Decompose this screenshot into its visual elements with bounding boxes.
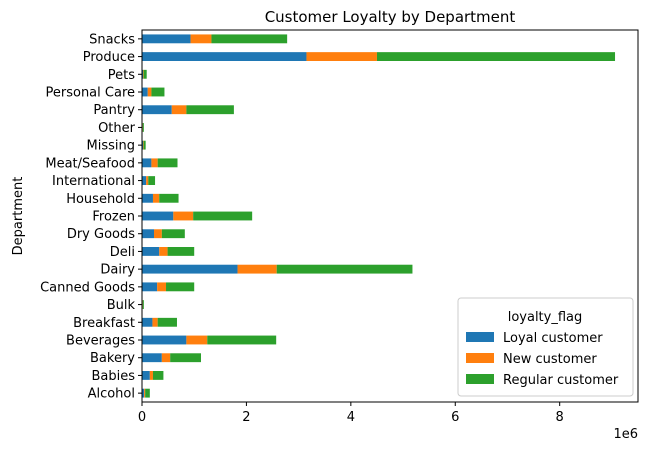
bar-produce-new-customer [306, 52, 376, 61]
bar-deli-loyal-customer [142, 247, 159, 256]
bar-bakery-new-customer [162, 353, 170, 362]
x-tick-label: 8 [556, 410, 564, 425]
y-ticks: Alcohol Babies Bakery Beverages Breakfast Bul… [40, 32, 142, 401]
bar-bakery-loyal-customer [142, 353, 162, 362]
legend-label-new-customer: New customer [503, 352, 597, 367]
bar-pantry-regular-customer [186, 105, 234, 114]
bar-beverages-loyal-customer [142, 336, 186, 345]
bar-beverages-new-customer [186, 336, 207, 345]
bar-produce-loyal-customer [142, 52, 306, 61]
x-ticks: 0 2 4 6 8 [138, 402, 564, 425]
bar-dry-goods-loyal-customer [142, 229, 154, 238]
y-tick-label-alcohol: Alcohol [88, 387, 135, 402]
x-scale-label: 1e6 [613, 427, 638, 442]
legend-label-loyal-customer: Loyal customer [503, 331, 603, 346]
bar-missing-regular-customer [144, 141, 146, 150]
legend-label-regular-customer: Regular customer [503, 373, 619, 388]
bar-snacks-regular-customer [211, 34, 287, 43]
bar-dry-goods-regular-customer [162, 229, 185, 238]
bar-pets-new-customer [143, 70, 144, 79]
x-tick-label: 4 [347, 410, 355, 425]
y-tick-label-dairy: Dairy [100, 263, 135, 278]
bar-breakfast-regular-customer [158, 318, 177, 327]
bar-alcohol-new-customer [144, 389, 145, 398]
bar-international-regular-customer [148, 176, 155, 185]
y-tick-label-produce: Produce [83, 50, 135, 65]
y-tick-label-canned-goods: Canned Goods [40, 280, 135, 295]
bar-bakery-regular-customer [170, 353, 201, 362]
bar-meat-seafood-new-customer [151, 158, 157, 167]
y-tick-label-bakery: Bakery [90, 351, 135, 366]
legend-swatch-regular-customer [466, 374, 494, 384]
bar-breakfast-new-customer [152, 318, 157, 327]
bar-pets-regular-customer [144, 70, 147, 79]
bar-babies-loyal-customer [142, 371, 150, 380]
y-tick-label-pets: Pets [108, 68, 135, 83]
bar-breakfast-loyal-customer [142, 318, 152, 327]
x-tick-label: 2 [242, 410, 250, 425]
bar-meat-seafood-regular-customer [158, 158, 178, 167]
y-tick-label-dry-goods: Dry Goods [67, 227, 135, 242]
y-tick-label-beverages: Beverages [66, 334, 135, 349]
bar-produce-regular-customer [377, 52, 615, 61]
bar-pantry-new-customer [172, 105, 187, 114]
legend-items: Loyal customer New customer Regular custom… [466, 331, 619, 388]
bar-household-loyal-customer [142, 194, 153, 203]
y-axis-label: Department [11, 177, 26, 256]
bar-frozen-new-customer [173, 212, 193, 221]
legend: loyalty_flag Loyal customer New customer R… [458, 298, 633, 396]
bar-beverages-regular-customer [207, 336, 276, 345]
bar-dairy-loyal-customer [142, 265, 238, 274]
y-tick-label-babies: Babies [91, 369, 135, 384]
bar-canned-goods-regular-customer [166, 282, 194, 291]
y-tick-label-breakfast: Breakfast [73, 316, 135, 331]
legend-swatch-new-customer [466, 353, 494, 363]
y-tick-label-frozen: Frozen [92, 210, 135, 225]
y-tick-label-other: Other [98, 121, 136, 136]
bar-dry-goods-new-customer [154, 229, 162, 238]
bar-pantry-loyal-customer [142, 105, 172, 114]
bar-personal-care-new-customer [148, 88, 152, 97]
bar-babies-new-customer [150, 371, 153, 380]
bar-canned-goods-new-customer [157, 282, 166, 291]
y-tick-label-personal-care: Personal Care [46, 86, 136, 101]
x-tick-label: 6 [451, 410, 459, 425]
y-tick-label-meat-seafood: Meat/Seafood [45, 156, 135, 171]
y-tick-label-household: Household [66, 192, 135, 207]
bar-international-new-customer [146, 176, 148, 185]
bar-meat-seafood-loyal-customer [142, 158, 151, 167]
bar-international-loyal-customer [142, 176, 146, 185]
bar-personal-care-loyal-customer [142, 88, 148, 97]
bar-dairy-regular-customer [277, 265, 413, 274]
bar-deli-new-customer [159, 247, 167, 256]
bar-household-regular-customer [159, 194, 178, 203]
bar-snacks-loyal-customer [142, 34, 191, 43]
bar-frozen-loyal-customer [142, 212, 173, 221]
bar-other-regular-customer [143, 123, 144, 132]
bar-bulk-regular-customer [143, 300, 144, 309]
legend-title: loyalty_flag [508, 310, 583, 325]
y-tick-label-missing: Missing [87, 139, 135, 154]
chart-title: Customer Loyalty by Department [265, 8, 516, 26]
y-tick-label-international: International [52, 174, 135, 189]
bar-missing-new-customer [143, 141, 144, 150]
y-tick-label-bulk: Bulk [107, 298, 136, 313]
bar-personal-care-regular-customer [151, 88, 164, 97]
bar-snacks-new-customer [191, 34, 212, 43]
y-tick-label-deli: Deli [110, 245, 135, 260]
bar-dairy-new-customer [238, 265, 277, 274]
y-tick-label-pantry: Pantry [93, 103, 135, 118]
bar-frozen-regular-customer [193, 212, 252, 221]
bar-alcohol-regular-customer [145, 389, 150, 398]
bar-canned-goods-loyal-customer [142, 282, 157, 291]
legend-swatch-loyal-customer [466, 332, 494, 342]
bar-household-new-customer [153, 194, 159, 203]
y-tick-label-snacks: Snacks [89, 32, 135, 47]
bar-deli-regular-customer [168, 247, 195, 256]
bar-babies-regular-customer [153, 371, 163, 380]
x-tick-label: 0 [138, 410, 146, 425]
